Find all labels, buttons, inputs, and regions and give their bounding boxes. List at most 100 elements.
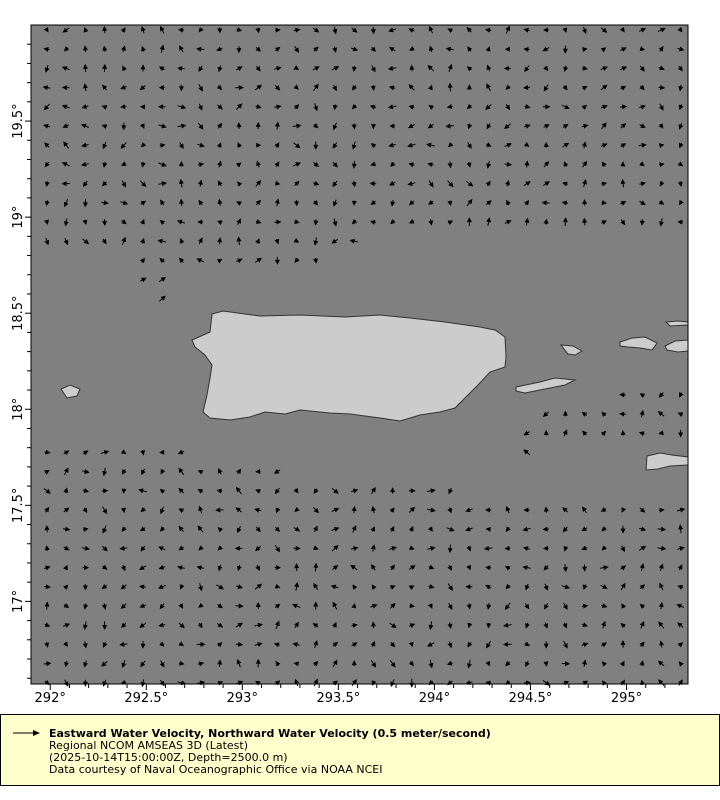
velocity-arrow xyxy=(293,104,300,110)
velocity-arrow xyxy=(486,217,492,227)
arrow-head xyxy=(274,198,280,204)
velocity-arrow xyxy=(639,526,647,532)
arrow-head xyxy=(177,565,183,571)
velocity-arrow xyxy=(313,678,318,687)
arrow-head xyxy=(313,83,319,90)
velocity-arrow xyxy=(371,505,377,514)
velocity-arrow xyxy=(255,180,262,187)
velocity-arrow xyxy=(217,603,223,609)
arrow-head xyxy=(294,257,300,264)
velocity-arrow xyxy=(138,488,147,494)
velocity-arrow xyxy=(677,622,684,628)
velocity-arrow xyxy=(407,181,416,186)
velocity-arrow xyxy=(504,123,512,130)
velocity-arrow xyxy=(389,602,396,609)
velocity-arrow xyxy=(43,47,50,52)
arrow-head xyxy=(63,239,69,246)
arrow-head xyxy=(121,488,127,494)
velocity-arrow xyxy=(44,469,50,475)
arrow-head xyxy=(544,604,549,610)
legend-credit: Data courtesy of Naval Oceanographic Off… xyxy=(49,763,383,776)
velocity-arrow xyxy=(294,46,299,53)
arrow-head xyxy=(102,220,108,226)
arrow-head xyxy=(161,181,167,187)
velocity-arrow xyxy=(294,180,300,187)
velocity-arrow xyxy=(293,526,301,532)
arrow-head xyxy=(139,603,145,608)
velocity-arrow xyxy=(427,546,436,551)
arrow-head xyxy=(543,85,549,92)
arrow-head xyxy=(81,123,87,129)
arrow-head xyxy=(121,219,127,225)
arrow-head xyxy=(447,565,452,571)
arrow-head xyxy=(524,199,530,206)
arrow-head xyxy=(274,142,280,148)
arrow-head xyxy=(504,545,510,551)
velocity-arrow xyxy=(447,622,453,630)
arrow-head xyxy=(275,180,281,186)
arrow-head xyxy=(82,63,88,69)
arrow-head xyxy=(255,27,261,34)
arrow-head xyxy=(562,623,568,629)
arrow-head xyxy=(216,46,222,52)
arrow-head xyxy=(407,142,413,148)
arrow-head xyxy=(218,468,223,474)
velocity-arrow xyxy=(101,603,107,610)
arrow-head xyxy=(295,162,301,167)
arrow-head xyxy=(447,220,454,225)
velocity-arrow xyxy=(525,583,530,591)
velocity-arrow xyxy=(389,622,397,629)
velocity-arrow xyxy=(371,486,376,495)
velocity-arrow xyxy=(217,527,223,533)
arrow-head xyxy=(466,84,472,90)
velocity-arrow xyxy=(524,65,530,73)
arrow-head xyxy=(84,565,90,571)
arrow-head xyxy=(217,198,223,205)
arrow-head xyxy=(102,624,108,631)
arrow-head xyxy=(428,45,434,52)
arrow-head xyxy=(657,411,664,417)
velocity-arrow xyxy=(523,85,531,90)
arrow-head xyxy=(237,181,243,187)
velocity-arrow xyxy=(678,524,684,534)
arrow-head xyxy=(217,642,223,648)
arrow-head xyxy=(447,82,453,88)
arrow-head xyxy=(178,508,184,513)
velocity-arrow xyxy=(582,217,588,226)
velocity-arrow xyxy=(158,85,165,91)
arrow-head xyxy=(101,124,108,129)
velocity-arrow xyxy=(139,123,145,129)
velocity-arrow xyxy=(198,84,203,92)
arrow-head xyxy=(582,622,588,628)
velocity-arrow xyxy=(447,180,454,188)
velocity-arrow xyxy=(639,641,645,647)
velocity-arrow xyxy=(83,660,89,668)
arrow-head xyxy=(121,236,127,243)
velocity-arrow xyxy=(678,104,684,111)
arrow-head xyxy=(159,488,166,494)
velocity-arrow xyxy=(63,237,69,246)
velocity-arrow xyxy=(466,27,472,33)
velocity-arrow xyxy=(427,641,435,647)
velocity-arrow xyxy=(44,237,50,246)
velocity-vectors xyxy=(42,25,686,688)
arrow-head xyxy=(351,679,357,685)
arrow-head xyxy=(159,44,165,51)
velocity-arrow xyxy=(120,449,127,455)
arrow-head xyxy=(158,564,165,570)
velocity-arrow xyxy=(159,44,165,53)
arrow-head xyxy=(677,181,683,188)
arrow-head xyxy=(158,104,164,110)
arrow-head xyxy=(371,486,376,493)
velocity-arrow xyxy=(428,180,434,188)
velocity-arrow xyxy=(102,621,108,631)
arrow-head xyxy=(447,548,453,554)
velocity-arrow xyxy=(198,602,204,608)
velocity-arrow xyxy=(312,623,319,628)
arrow-head xyxy=(390,487,396,493)
velocity-arrow xyxy=(140,641,146,649)
velocity-arrow xyxy=(447,544,453,554)
velocity-arrow xyxy=(522,546,531,552)
arrow-head xyxy=(409,46,415,51)
velocity-arrow xyxy=(313,507,319,514)
